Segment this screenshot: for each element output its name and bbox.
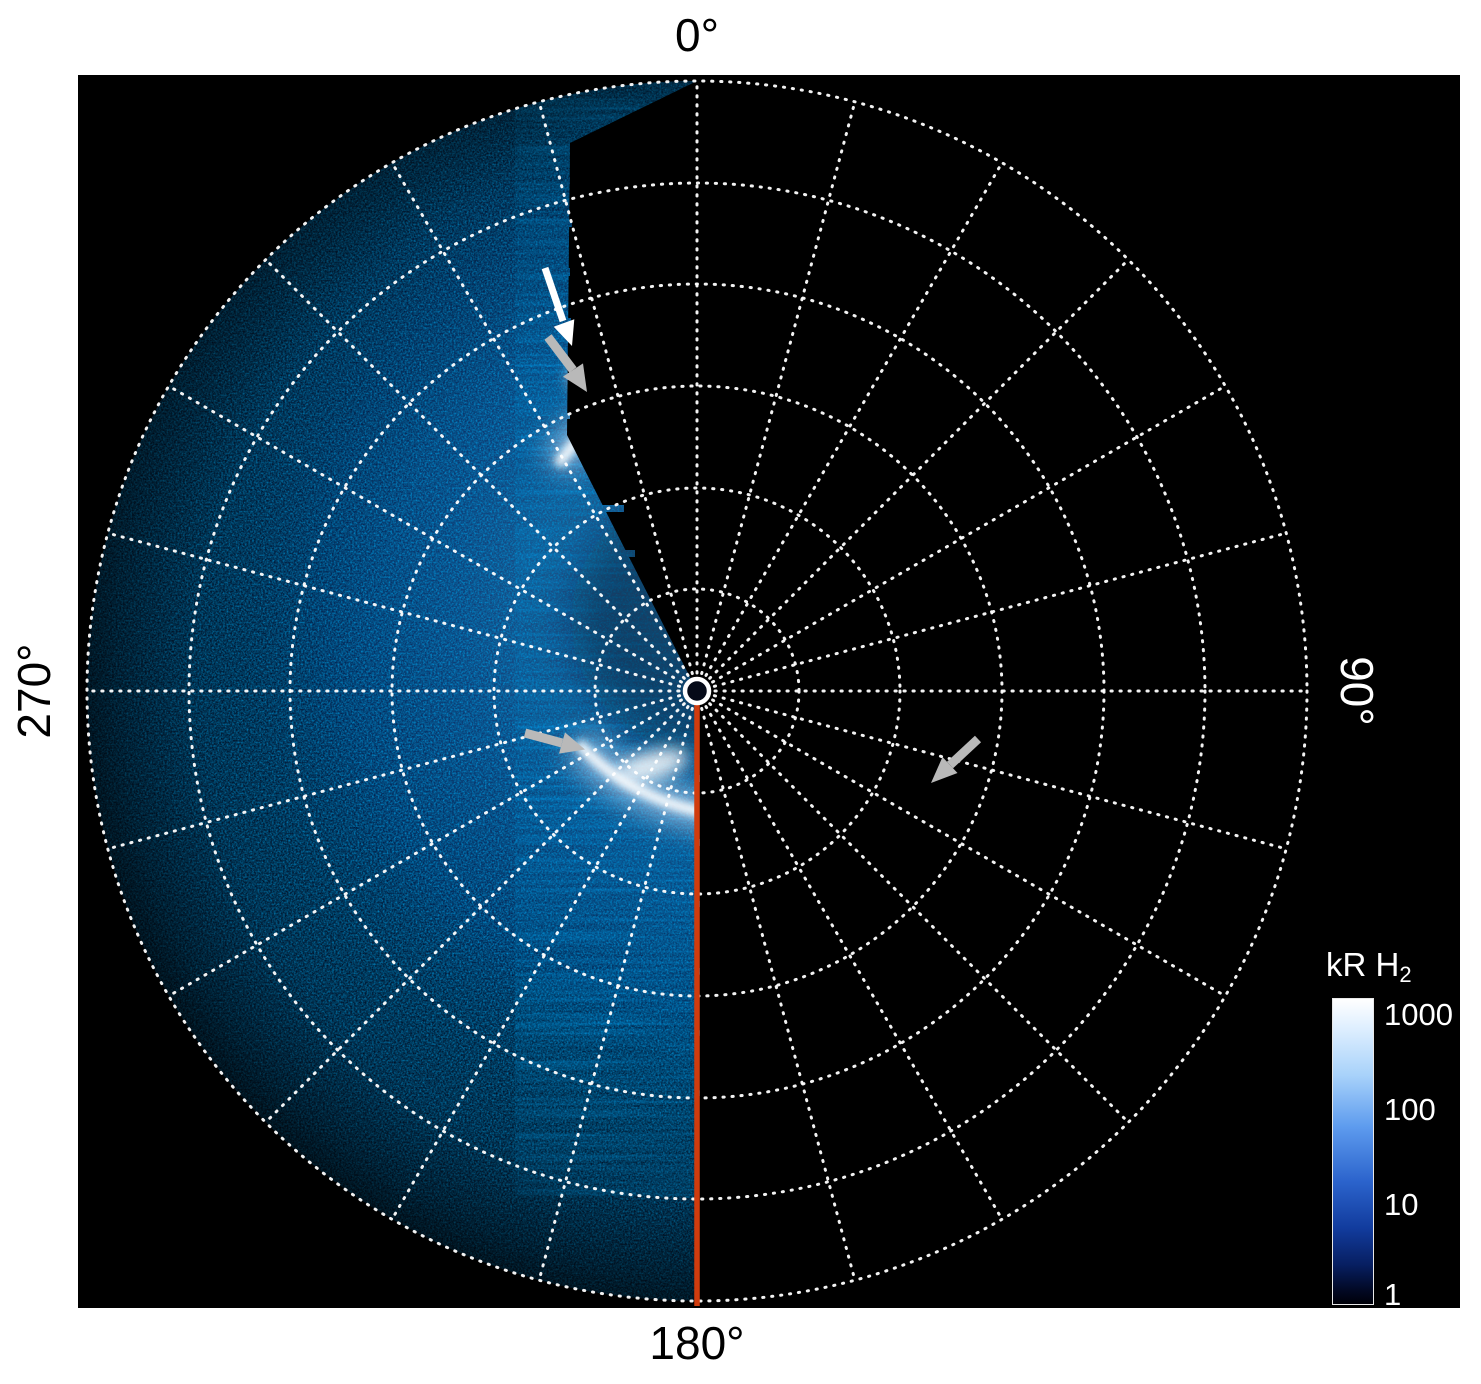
colorbar-tick-1: 1 [1384, 1277, 1402, 1312]
polar-plot-area [78, 75, 1460, 1308]
angle-label-270: 270° [8, 643, 60, 739]
colorbar-gradient [1332, 998, 1374, 1305]
colorbar-tick-1000: 1000 [1384, 997, 1453, 1032]
annotation-arrow-white [541, 266, 575, 346]
angle-label-180: 180° [649, 1317, 745, 1369]
annotation-arrow-gray-left [523, 728, 585, 754]
polar-plot-canvas [78, 75, 1460, 1308]
annotation-arrow-gray-top [544, 334, 587, 392]
angle-label-0: 0° [675, 9, 719, 61]
pole-marker [682, 676, 712, 706]
annotation-arrow-gray-right [931, 735, 982, 783]
colorbar: kR H2 1000 100 10 1 [1324, 940, 1480, 1312]
colorbar-title: kR H2 [1326, 946, 1412, 987]
colorbar-tick-100: 100 [1384, 1092, 1436, 1127]
colorbar-tick-10: 10 [1384, 1187, 1419, 1222]
